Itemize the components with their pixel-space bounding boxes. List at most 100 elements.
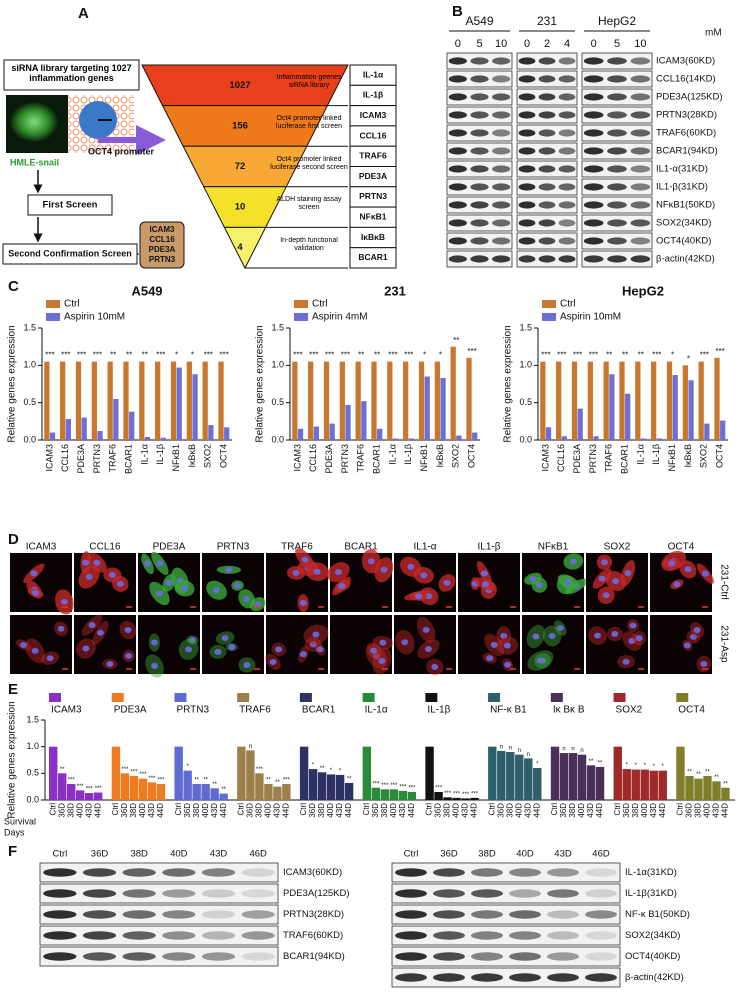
nucleus [370,647,378,654]
blot-band [241,931,275,940]
protein-label: PRTN3(28KD) [656,110,717,121]
marker-label: OCT4 [668,542,695,553]
blot-band [395,889,427,898]
blot-band [492,237,511,245]
cell-line-label: HMLE-snail [10,157,59,167]
significance-label: *** [435,786,443,792]
significance-label: ** [60,767,65,773]
blot-band [538,201,556,209]
bar [635,361,641,440]
blot-band [470,111,489,119]
blot-band [538,147,556,155]
bar [593,436,599,440]
bar [361,401,367,440]
significance-label: * [662,764,665,770]
bar [721,787,730,800]
blot-band [630,111,651,119]
bar [65,419,71,440]
blot-band [492,183,511,191]
blot-band [547,868,579,877]
x-tick-label: BCAR1 [123,444,133,474]
x-tick-label: 44D [281,803,290,818]
legend-label: IL-1α [365,705,388,716]
blot-band [395,952,427,961]
funnel-count: 4 [237,242,243,253]
bar [649,770,658,800]
gene-label: BCAR1 [358,252,388,262]
bar [329,423,335,440]
nucleus [96,629,104,636]
bar [398,790,408,800]
significance-label: *** [156,351,165,360]
blot-band [607,129,627,137]
lane-label: 43D [210,849,228,860]
bar [540,361,546,440]
nucleus [151,662,159,669]
bar [355,361,361,440]
protein-label: β-actin(42KD) [625,972,684,983]
bar [559,753,569,800]
x-tick-label: NFκB1 [667,444,677,472]
nucleus [32,589,40,596]
protein-label: OCT4(40KD) [656,236,711,247]
bar [129,411,135,440]
blot-band [630,255,651,263]
significance-label: *** [93,351,102,360]
bar [434,361,440,440]
bar [387,361,393,440]
blot-band [433,889,465,898]
bar [156,784,166,800]
bar [685,776,694,800]
nucleus [299,600,307,607]
x-tick-label: 44D [595,803,604,818]
x-tick-label: IκBκB [683,444,693,468]
protein-label: IL-1α(31KD) [625,867,677,878]
blot-band [241,952,275,961]
blot-strip [39,862,279,883]
x-tick-label: PRTN3 [340,444,350,473]
blot-band [471,868,503,877]
x-tick-label: 38D [631,803,640,818]
significance-label: * [687,354,690,363]
bar [323,361,330,440]
x-tick-label: 43D [712,803,721,818]
bar [545,427,552,440]
blot-band [492,129,511,137]
blot-band [448,57,467,65]
legend-label: BCAR1 [302,705,336,716]
significance-label: n [518,748,521,754]
bar [218,361,224,440]
micrograph [522,615,584,674]
bar [666,361,673,440]
lane-label: 36D [91,849,109,860]
legend-label: Ctrl [64,299,80,310]
blot-band [162,889,196,898]
legend-swatch [174,693,187,702]
gene-label: CCL16 [360,130,387,140]
x-tick-label: OCT4 [218,444,228,468]
nucleus [415,593,423,600]
significance-label: * [644,763,647,769]
blot-band [538,219,556,227]
marker-label: PRTN3 [217,542,250,553]
x-tick-label: 36D [120,803,129,818]
bar [425,746,434,800]
bar [308,769,318,800]
nucleus [422,626,430,633]
blot-band [585,868,617,877]
blot-band [201,868,236,877]
bar [595,766,605,800]
significance-label: n [527,752,530,758]
blot-band [583,111,604,119]
significance-label: ** [212,782,217,788]
nucleus [156,560,164,567]
nucleus [189,636,197,643]
blot-band [583,129,604,137]
bar [144,437,151,440]
funnel-label-frame: Inflammation geenes siRNA library [277,74,342,89]
significance-label: n [571,747,574,753]
x-tick-label: 44D [658,803,667,818]
marker-label: PDE3A [153,542,186,553]
significance-label: ** [723,781,728,787]
x-tick-label: 44D [93,803,102,818]
